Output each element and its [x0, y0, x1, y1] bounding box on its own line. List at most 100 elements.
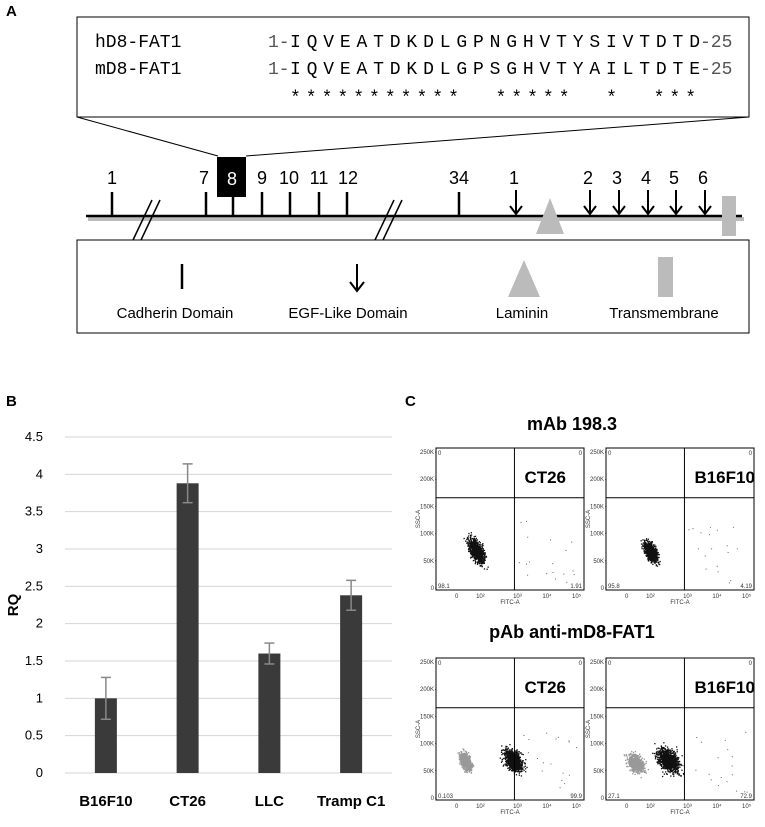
y-tick-label: 0.5 [25, 728, 43, 743]
x-tick: 10⁵ [572, 593, 582, 600]
x-tick: 10³ [513, 594, 522, 600]
y-tick: 150K [420, 504, 434, 510]
y-tick: 150K [590, 714, 604, 720]
y-tick: 200K [420, 687, 434, 693]
plot-frame [435, 447, 585, 591]
quadrant-ll-value: 98.1 [438, 584, 450, 590]
quadrant-ll-value: 27.1 [608, 794, 620, 800]
x-tick: 10⁴ [712, 803, 722, 810]
x-axis-title: FITC-A [500, 810, 519, 816]
category-label: CT26 [169, 793, 206, 810]
quadrant-ur-value: 0 [749, 661, 753, 667]
x-tick: 10³ [683, 594, 692, 600]
error-bar [346, 579, 357, 611]
domain-number: 10 [279, 168, 299, 188]
domain-8-box [217, 157, 246, 197]
egf-number: 5 [669, 168, 679, 188]
legend-transmembrane: Transmembrane [609, 257, 719, 322]
y-tick: 150K [590, 504, 604, 510]
legend-laminin: Laminin [496, 260, 549, 322]
x-tick: 10⁴ [542, 803, 552, 810]
scatter-dots [623, 731, 748, 793]
y-tick: 200K [590, 687, 604, 693]
plot-frame [605, 447, 755, 591]
y-tick: 100K [590, 742, 604, 748]
egf-number: 3 [612, 168, 622, 188]
backbone-break-left [132, 199, 161, 241]
x-axis-title: FITC-A [670, 810, 689, 816]
seq-end: -25 [700, 33, 732, 53]
y-tick-label: 3 [36, 541, 43, 556]
x-axis-title: FITC-A [500, 600, 519, 606]
transmembrane-marker [722, 196, 736, 236]
category-label: Tramp C1 [317, 793, 385, 810]
egf-domain-4: 4 [641, 168, 655, 216]
egf-domain-2: 2 [583, 168, 597, 216]
x-tick: 10⁵ [742, 593, 752, 600]
scatter-dots [463, 520, 575, 583]
x-tick: 10² [476, 804, 485, 810]
domain-number: 8 [227, 169, 237, 189]
x-tick: 0 [625, 804, 629, 810]
quadrant-lr-value: 1.91 [570, 584, 582, 590]
error-bar [264, 642, 275, 665]
domain-number: 12 [338, 168, 358, 188]
y-tick-label: 1.5 [25, 653, 43, 668]
y-axis-title: SSC-A [416, 720, 422, 738]
y-tick-label: 4 [36, 466, 43, 481]
x-tick: 10⁵ [742, 803, 752, 810]
legend-label: EGF-Like Domain [288, 305, 407, 322]
x-tick: 10³ [513, 804, 522, 810]
category-label: B16F10 [79, 793, 132, 810]
legend-cadherin: Cadherin Domain [117, 264, 233, 322]
cadherin-domain-12: 12 [338, 168, 358, 216]
cadherin-domain-8-highlight: 8 [217, 157, 246, 216]
seq-end: -25 [700, 60, 732, 80]
quadrant-lr-value: 99.9 [570, 794, 582, 800]
egf-domain-1: 1 [509, 168, 523, 216]
y-axis-title: SSC-A [586, 510, 592, 528]
quadrant-lr-value: 4.19 [740, 584, 752, 590]
cadherin-domain-34: 34 [449, 168, 469, 216]
x-tick: 10⁴ [542, 593, 552, 600]
y-tick: 200K [590, 477, 604, 483]
y-tick: 100K [590, 532, 604, 538]
domain-number: 1 [107, 168, 117, 188]
row2-title: pAb anti-mD8-FAT1 [489, 622, 655, 642]
quadrant-ur-value: 0 [749, 451, 753, 457]
cadherin-domain-7: 7 [199, 168, 209, 216]
zoom-line-right [245, 116, 750, 157]
cadherin-domain-9: 9 [257, 168, 267, 216]
quadrant-ul-value: 0 [608, 451, 612, 457]
y-tick: 250K [420, 660, 434, 666]
scatter-dots [640, 526, 738, 584]
y-tick: 50K [593, 769, 604, 775]
cell-line-label: CT26 [524, 468, 566, 487]
y-tick: 200K [420, 477, 434, 483]
alignment-box [76, 16, 750, 118]
y-tick: 50K [593, 559, 604, 565]
y-tick: 0 [431, 586, 435, 592]
quadrant-ur-value: 0 [579, 451, 583, 457]
alignment-row-mouse: mD8-FAT1 1- IQVEATDKDLGPSGHVTYAILTDTE -2… [95, 60, 732, 80]
quadrant-ul-value: 0 [608, 661, 612, 667]
legend-label: Transmembrane [609, 305, 718, 322]
error-bar [182, 463, 193, 504]
legend-label: Laminin [496, 305, 549, 322]
y-tick: 100K [420, 742, 434, 748]
x-axis-title: FITC-A [670, 600, 689, 606]
zoom-line-left [76, 116, 219, 157]
seq-residues: IQVEATDKDLGPSGHVTYAILTDTE [290, 60, 700, 80]
y-tick-label: 0 [36, 765, 43, 780]
x-tick: 10⁵ [572, 803, 582, 810]
y-tick: 0 [431, 796, 435, 802]
x-tick: 10² [476, 594, 485, 600]
cell-line-label: CT26 [524, 678, 566, 697]
error-bar [100, 676, 111, 720]
domain-number: 9 [257, 168, 267, 188]
triangle-icon [508, 260, 540, 297]
y-tick: 50K [423, 769, 434, 775]
cadherin-domain-11: 11 [310, 168, 328, 216]
